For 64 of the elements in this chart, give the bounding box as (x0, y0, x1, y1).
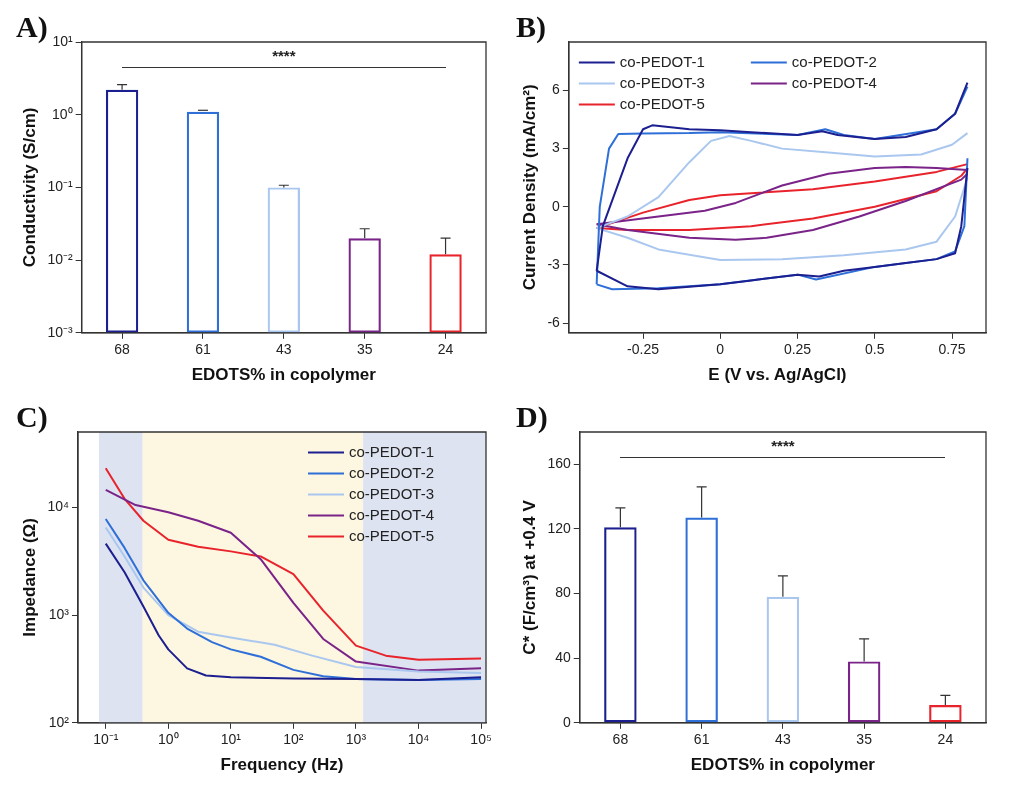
y-tick-label: 120 (547, 519, 571, 536)
x-tick-label: 68 (114, 341, 131, 358)
legend-label: co-PEDOT-4 (349, 505, 435, 523)
x-tick-label: 0.75 (938, 341, 966, 358)
legend-label: co-PEDOT-2 (791, 52, 877, 70)
chart-title: C) (16, 400, 48, 434)
x-axis-title: EDOTS% in copolymer (690, 755, 876, 775)
y-tick-label: 160 (547, 455, 571, 472)
y-tick-label: 10⁻² (47, 250, 73, 267)
x-axis-title: E (V vs. Ag/AgCl) (708, 365, 847, 385)
x-tick-label: 24 (437, 341, 454, 358)
y-tick-label: -3 (547, 255, 561, 272)
y-axis-title: Impedance (Ω) (19, 518, 39, 637)
x-tick-label: 10² (283, 731, 304, 748)
x-tick-label: 0 (716, 341, 725, 358)
legend-label: co-PEDOT-5 (619, 94, 705, 112)
chart-title: A) (16, 10, 48, 44)
y-axis-title: Conductivity (S/cm) (19, 107, 39, 268)
x-tick-label: 43 (775, 731, 791, 748)
x-tick-label: 43 (276, 341, 292, 358)
legend-label: co-PEDOT-3 (619, 73, 705, 91)
x-tick-label: 35 (856, 731, 873, 748)
x-tick-label: 10³ (345, 731, 367, 748)
x-tick-label: 61 (195, 341, 211, 358)
legend-label: co-PEDOT-5 (349, 526, 435, 544)
y-tick-label: -6 (547, 313, 561, 330)
y-tick-label: 10⁰ (52, 105, 73, 122)
annotation: **** (272, 46, 296, 64)
x-tick-label: 10⁰ (158, 731, 179, 748)
legend-label: co-PEDOT-3 (349, 484, 435, 502)
x-tick-label: 0.25 (783, 341, 812, 358)
y-axis-title: Current Density (mA/cm²) (519, 84, 539, 291)
x-tick-label: 10⁻¹ (93, 731, 119, 748)
y-tick-label: 10¹ (52, 32, 73, 49)
y-tick-label: 80 (555, 584, 571, 601)
y-tick-label: 10⁻³ (47, 323, 73, 340)
x-tick-label: 0.5 (865, 341, 885, 358)
y-tick-label: 3 (552, 139, 561, 156)
x-axis-title: Frequency (Hz) (220, 755, 344, 775)
y-tick-label: 10³ (48, 605, 70, 622)
y-tick-label: 10⁴ (47, 498, 69, 515)
y-tick-label: 10⁻¹ (47, 178, 73, 195)
chart-title: D) (516, 400, 548, 434)
annotation: **** (771, 436, 795, 454)
x-axis-title: EDOTS% in copolymer (191, 365, 377, 385)
legend-label: co-PEDOT-1 (349, 442, 435, 460)
y-tick-label: 10² (48, 713, 70, 730)
x-tick-label: -0.25 (627, 341, 660, 358)
legend-label: co-PEDOT-1 (619, 52, 705, 70)
y-axis-title: C* (F/cm³) at +0.4 V (519, 499, 539, 655)
y-tick-label: 6 (552, 81, 561, 98)
legend-label: co-PEDOT-4 (791, 73, 877, 91)
x-tick-label: 61 (693, 731, 710, 748)
x-tick-label: 10⁴ (407, 731, 430, 748)
y-tick-label: 0 (552, 197, 561, 214)
x-tick-label: 10¹ (220, 731, 242, 748)
legend-label: co-PEDOT-2 (349, 463, 435, 481)
chart-title: B) (516, 10, 546, 44)
x-tick-label: 68 (612, 731, 629, 748)
x-tick-label: 10⁵ (470, 731, 492, 748)
x-tick-label: 24 (937, 731, 954, 748)
x-tick-label: 35 (356, 341, 373, 358)
y-tick-label: 40 (555, 649, 571, 666)
y-tick-label: 0 (562, 713, 571, 730)
